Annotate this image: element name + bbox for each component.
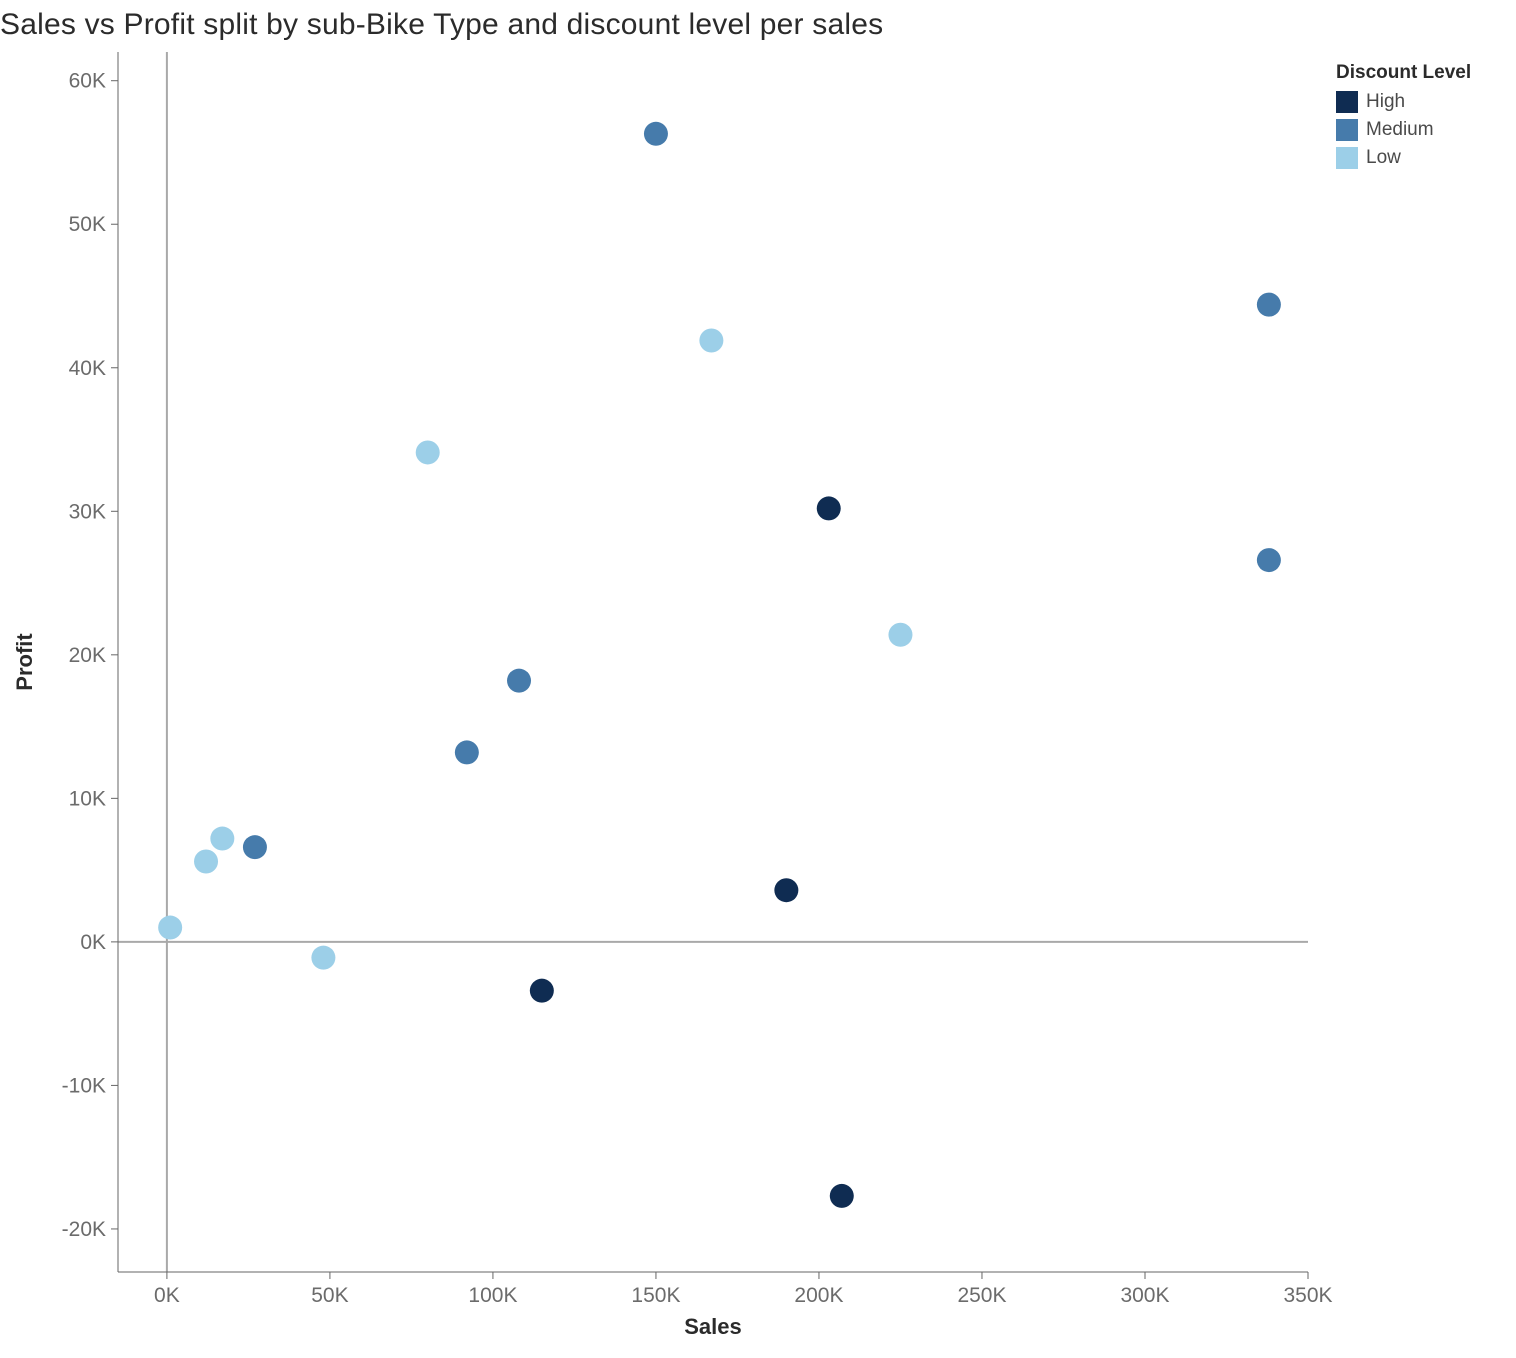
x-axis-label: Sales bbox=[684, 1314, 742, 1339]
data-point[interactable] bbox=[644, 122, 668, 146]
x-tick-label: 350K bbox=[1283, 1284, 1332, 1307]
legend-swatch bbox=[1336, 119, 1358, 141]
chart-title: Sales vs Profit split by sub-Bike Type a… bbox=[0, 8, 883, 42]
data-point[interactable] bbox=[194, 850, 218, 874]
legend-title: Discount Level bbox=[1336, 62, 1471, 84]
data-point[interactable] bbox=[830, 1184, 854, 1208]
y-tick-label: 50K bbox=[69, 213, 106, 236]
data-point[interactable] bbox=[699, 328, 723, 352]
legend-swatch bbox=[1336, 147, 1358, 169]
legend-item[interactable]: High bbox=[1336, 88, 1471, 116]
data-point[interactable] bbox=[888, 623, 912, 647]
x-tick-label: 200K bbox=[794, 1284, 843, 1307]
x-tick-label: 100K bbox=[468, 1284, 517, 1307]
y-tick-label: 10K bbox=[69, 787, 106, 810]
y-tick-label: 20K bbox=[69, 644, 106, 667]
data-point[interactable] bbox=[1257, 548, 1281, 572]
data-point[interactable] bbox=[243, 835, 267, 859]
data-point[interactable] bbox=[1257, 293, 1281, 317]
chart-container: Sales vs Profit split by sub-Bike Type a… bbox=[0, 0, 1516, 1358]
y-tick-label: 60K bbox=[69, 70, 106, 93]
data-point[interactable] bbox=[210, 827, 234, 851]
legend-label: Low bbox=[1366, 147, 1401, 169]
data-point[interactable] bbox=[507, 669, 531, 693]
data-point[interactable] bbox=[158, 916, 182, 940]
y-tick-label: -10K bbox=[62, 1074, 106, 1097]
x-tick-label: 150K bbox=[631, 1284, 680, 1307]
legend-swatch bbox=[1336, 91, 1358, 113]
data-point[interactable] bbox=[817, 496, 841, 520]
legend-label: Medium bbox=[1366, 119, 1434, 141]
y-tick-label: 30K bbox=[69, 500, 106, 523]
x-tick-label: 0K bbox=[154, 1284, 180, 1307]
data-point[interactable] bbox=[530, 979, 554, 1003]
y-tick-label: 40K bbox=[69, 357, 106, 380]
x-tick-label: 300K bbox=[1120, 1284, 1169, 1307]
data-point[interactable] bbox=[311, 946, 335, 970]
x-tick-label: 250K bbox=[957, 1284, 1006, 1307]
legend-item[interactable]: Low bbox=[1336, 144, 1471, 172]
legend-item[interactable]: Medium bbox=[1336, 116, 1471, 144]
legend: Discount Level High Medium Low bbox=[1336, 62, 1471, 172]
y-tick-label: 0K bbox=[80, 931, 106, 954]
legend-label: High bbox=[1366, 91, 1405, 113]
scatter-plot: 0K 50K 100K 150K 200K 250K 300K 350K -20K -10K 0K 1… bbox=[0, 0, 1516, 1358]
y-tick-label: -20K bbox=[62, 1218, 106, 1241]
x-tick-label: 50K bbox=[311, 1284, 348, 1307]
data-point[interactable] bbox=[416, 440, 440, 464]
data-point[interactable] bbox=[774, 878, 798, 902]
data-point[interactable] bbox=[455, 740, 479, 764]
y-axis-label: Profit bbox=[12, 633, 37, 691]
